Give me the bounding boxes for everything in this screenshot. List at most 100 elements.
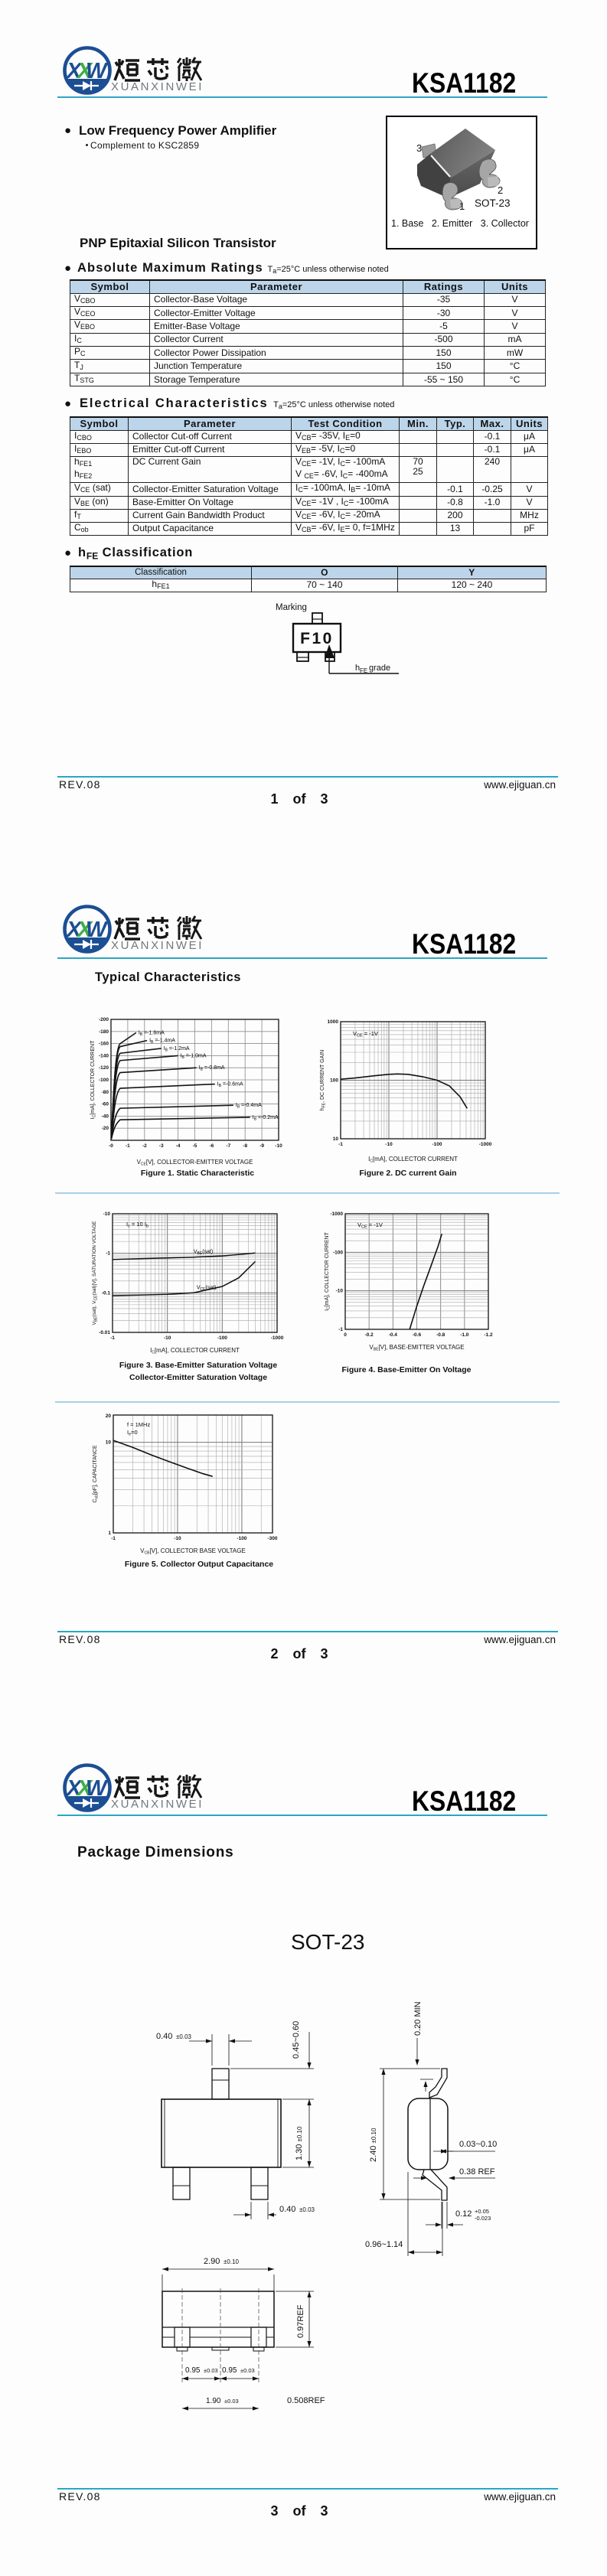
svg-text:0.20 MIN: 0.20 MIN xyxy=(413,2001,423,2036)
svg-text:VCE = -1V: VCE = -1V xyxy=(357,1221,383,1230)
svg-text:-8: -8 xyxy=(243,1143,247,1149)
svg-text:-100: -100 xyxy=(432,1142,442,1147)
svg-text:-2: -2 xyxy=(142,1143,147,1149)
svg-text:±0.03: ±0.03 xyxy=(204,2367,218,2374)
svg-text:-7: -7 xyxy=(226,1143,230,1149)
svg-text:-0.6: -0.6 xyxy=(413,1332,422,1338)
svg-text:-1: -1 xyxy=(338,1327,343,1332)
svg-text:2: 2 xyxy=(498,184,503,196)
svg-text:-6: -6 xyxy=(210,1143,214,1149)
svg-text:IB =-0.4mA: IB =-0.4mA xyxy=(236,1103,262,1110)
svg-text:-0.4: -0.4 xyxy=(389,1332,398,1338)
svg-text:+0.05: +0.05 xyxy=(475,2208,489,2215)
svg-text:Cob[pF], CAPACITANCE: Cob[pF], CAPACITANCE xyxy=(93,1445,100,1503)
svg-text:0.38 REF: 0.38 REF xyxy=(459,2167,495,2177)
svg-text:-1.0: -1.0 xyxy=(460,1332,469,1338)
svg-text:VBE[V], BASE-EMITTER VOLTAGE: VBE[V], BASE-EMITTER VOLTAGE xyxy=(369,1344,464,1352)
svg-text:IB =-1.4mA: IB =-1.4mA xyxy=(149,1039,175,1045)
svg-text:Marking: Marking xyxy=(276,603,307,612)
svg-text:-300: -300 xyxy=(267,1536,277,1541)
svg-text:X: X xyxy=(76,918,93,942)
svg-text:-1: -1 xyxy=(338,1142,343,1147)
svg-text:-1000: -1000 xyxy=(479,1142,492,1147)
svg-text:X: X xyxy=(65,59,83,83)
svg-text:0.45~0.60: 0.45~0.60 xyxy=(292,2021,301,2059)
svg-text:0.508REF: 0.508REF xyxy=(287,2396,325,2405)
svg-text:IC[mA], COLLECTOR CURRENT: IC[mA], COLLECTOR CURRENT xyxy=(90,1040,97,1119)
svg-text:0.95: 0.95 xyxy=(185,2366,201,2375)
svg-text:IB =-0.2mA: IB =-0.2mA xyxy=(253,1115,279,1122)
svg-text:-0.023: -0.023 xyxy=(475,2215,491,2222)
svg-text:-100: -100 xyxy=(99,1078,109,1083)
svg-text:SOT-23: SOT-23 xyxy=(475,197,511,209)
svg-text:-1: -1 xyxy=(110,1335,115,1341)
svg-text:±0.10: ±0.10 xyxy=(224,2258,240,2265)
svg-text:-10: -10 xyxy=(103,1211,111,1217)
svg-text:0.96~1.14: 0.96~1.14 xyxy=(365,2240,403,2249)
svg-text:20: 20 xyxy=(106,1414,112,1419)
svg-text:X: X xyxy=(76,59,93,83)
svg-text:VCE = -1V: VCE = -1V xyxy=(353,1030,378,1039)
svg-text:0.95: 0.95 xyxy=(222,2366,237,2375)
svg-text:IC[mA], COLLECTOR CURRENT: IC[mA], COLLECTOR CURRENT xyxy=(150,1347,240,1355)
svg-text:±0.03: ±0.03 xyxy=(176,2033,192,2040)
svg-text:hFE, DC CURRENT GAIN: hFE, DC CURRENT GAIN xyxy=(320,1050,327,1110)
svg-text:-0: -0 xyxy=(109,1143,113,1149)
svg-text:3: 3 xyxy=(416,142,422,154)
svg-text:-0.2: -0.2 xyxy=(365,1332,374,1338)
svg-text:-10: -10 xyxy=(275,1143,282,1149)
svg-text:1000: 1000 xyxy=(328,1019,339,1025)
svg-text:X: X xyxy=(76,1776,93,1801)
svg-text:f = 1MHz: f = 1MHz xyxy=(127,1421,150,1428)
svg-text:IB =-1.2mA: IB =-1.2mA xyxy=(164,1046,190,1053)
svg-text:±0.03: ±0.03 xyxy=(224,2398,239,2405)
svg-text:IB =-0.6mA: IB =-0.6mA xyxy=(217,1082,243,1089)
svg-text:-200: -200 xyxy=(99,1017,109,1022)
svg-text:VCE[V], COLLECTOR-EMITTER VOLT: VCE[V], COLLECTOR-EMITTER VOLTAGE xyxy=(137,1159,253,1167)
svg-text:Ic = 10 Ib: Ic = 10 Ib xyxy=(126,1221,148,1229)
svg-text:-180: -180 xyxy=(99,1029,109,1035)
svg-text:1: 1 xyxy=(108,1531,111,1536)
svg-text:-10: -10 xyxy=(385,1142,393,1147)
svg-text:0.97REF: 0.97REF xyxy=(296,2304,305,2338)
svg-text:-3: -3 xyxy=(159,1143,164,1149)
svg-text:0.03~0.10: 0.03~0.10 xyxy=(459,2140,497,2149)
svg-text:2.90: 2.90 xyxy=(204,2257,220,2266)
svg-text:-0.1: -0.1 xyxy=(102,1290,111,1296)
svg-text:IC[mA], COLLECTOR CURRENT: IC[mA], COLLECTOR CURRENT xyxy=(368,1156,458,1164)
svg-text:-1000: -1000 xyxy=(330,1211,343,1217)
svg-text:VCE(sat): VCE(sat) xyxy=(197,1285,217,1292)
svg-text:-10: -10 xyxy=(164,1335,171,1341)
svg-text:W: W xyxy=(86,918,109,942)
svg-text:10: 10 xyxy=(106,1440,112,1446)
svg-text:-5: -5 xyxy=(193,1143,197,1149)
svg-text:-40: -40 xyxy=(102,1114,109,1119)
svg-text:-10: -10 xyxy=(174,1536,181,1541)
svg-text:IC[mA], COLLECTOR CURRENT: IC[mA], COLLECTOR CURRENT xyxy=(325,1231,331,1310)
svg-text:±0.03: ±0.03 xyxy=(240,2367,255,2374)
svg-text:VBE(sat): VBE(sat) xyxy=(194,1250,213,1257)
svg-text:1: 1 xyxy=(459,201,465,212)
svg-text:W: W xyxy=(86,1776,109,1801)
svg-text:FE: FE xyxy=(360,667,367,674)
svg-text:-1: -1 xyxy=(111,1536,116,1541)
svg-text:-10: -10 xyxy=(336,1289,344,1294)
svg-text:-1: -1 xyxy=(106,1251,110,1257)
svg-text:IB =-1.6mA: IB =-1.6mA xyxy=(139,1030,165,1037)
svg-text:-4: -4 xyxy=(176,1143,181,1149)
svg-text:-60: -60 xyxy=(102,1102,109,1107)
svg-text:-9: -9 xyxy=(259,1143,264,1149)
svg-text:-120: -120 xyxy=(99,1065,109,1071)
svg-text:Ie=0: Ie=0 xyxy=(127,1429,138,1437)
svg-text:-100: -100 xyxy=(333,1250,343,1255)
svg-text:1. Base 2. Emitter 3. Coll: 1. Base 2. Emitter 3. Collector xyxy=(391,218,529,229)
svg-text:-20: -20 xyxy=(102,1126,109,1131)
svg-text:IB =-0.8mA: IB =-0.8mA xyxy=(199,1065,225,1072)
svg-text:-100: -100 xyxy=(217,1335,227,1341)
svg-text:VCB[V], COLLECTOR BASE VOLTAGE: VCB[V], COLLECTOR BASE VOLTAGE xyxy=(140,1547,246,1556)
svg-text:VBE(sat), VCE(sat)[V], SATURAT: VBE(sat), VCE(sat)[V], SATURATION VOLTAG… xyxy=(92,1221,99,1325)
svg-text:X: X xyxy=(65,1776,83,1801)
svg-text:-140: -140 xyxy=(99,1053,109,1058)
svg-text:IB =-1.0mA: IB =-1.0mA xyxy=(181,1053,207,1060)
svg-text:-1000: -1000 xyxy=(271,1335,284,1341)
